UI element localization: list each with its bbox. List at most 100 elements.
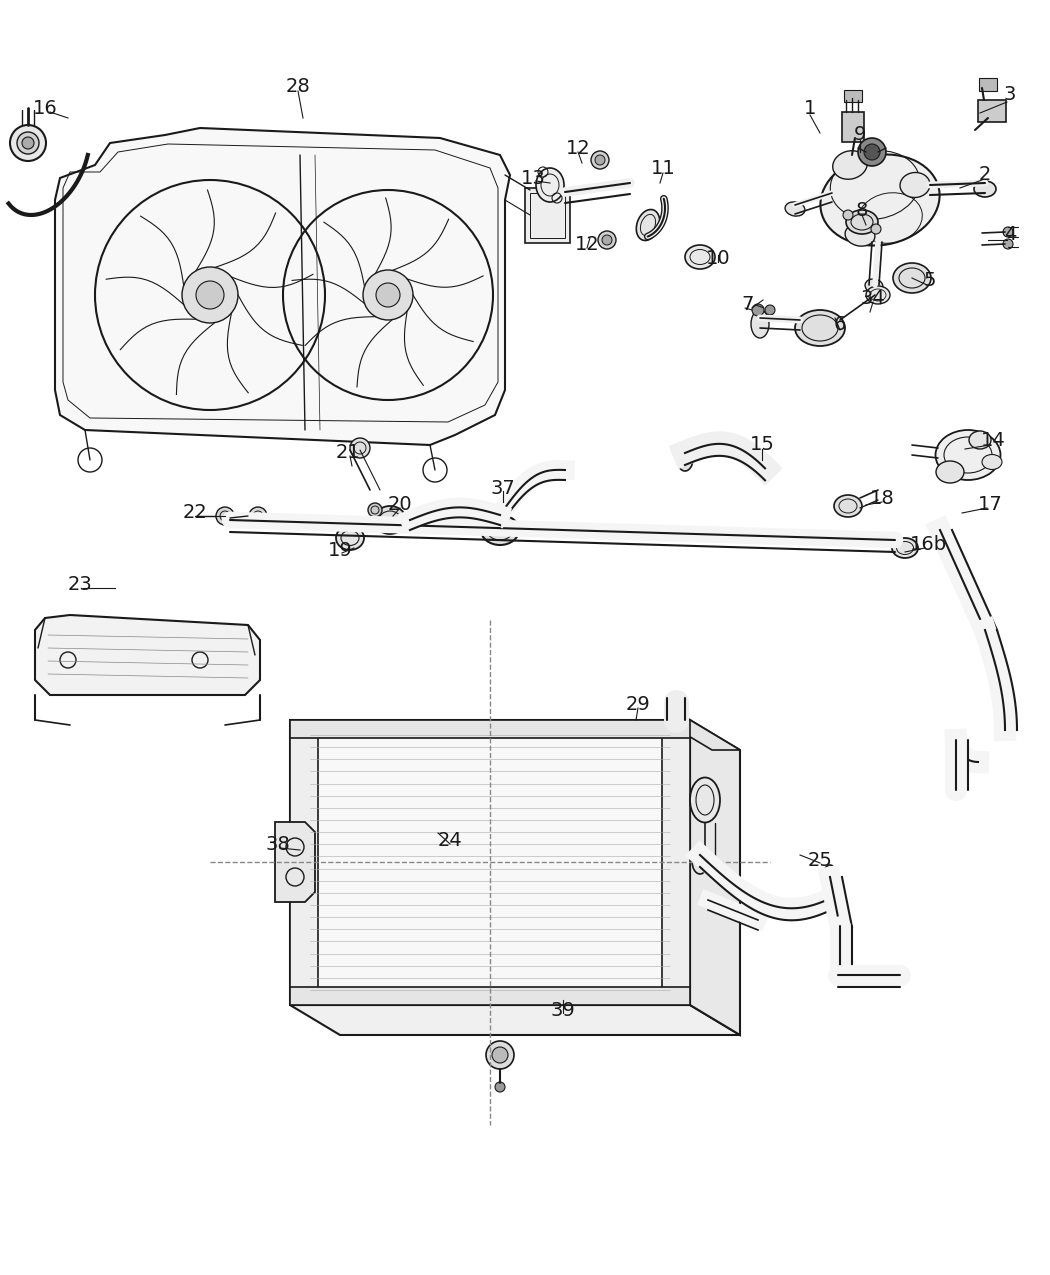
Ellipse shape: [690, 778, 720, 822]
Text: 22: 22: [183, 504, 208, 523]
Text: 37: 37: [490, 478, 516, 497]
Text: 29: 29: [626, 695, 650, 714]
Ellipse shape: [823, 864, 837, 889]
Text: 20: 20: [387, 496, 413, 515]
Text: 7: 7: [741, 296, 754, 315]
Circle shape: [858, 138, 886, 166]
Ellipse shape: [692, 848, 708, 873]
Bar: [978, 99, 1006, 122]
Circle shape: [595, 156, 605, 164]
Ellipse shape: [846, 210, 878, 235]
Text: 16: 16: [33, 98, 58, 117]
Text: 25: 25: [807, 850, 833, 870]
Circle shape: [486, 1040, 514, 1068]
Text: 6: 6: [834, 315, 846, 334]
Circle shape: [598, 231, 616, 249]
Text: 4: 4: [1004, 226, 1016, 245]
Bar: [525, 187, 570, 244]
Circle shape: [368, 504, 382, 516]
Text: 38: 38: [266, 835, 291, 854]
Ellipse shape: [892, 263, 931, 293]
Ellipse shape: [374, 506, 406, 534]
Ellipse shape: [982, 454, 1002, 469]
Bar: [290, 720, 318, 1005]
Text: 18: 18: [869, 488, 895, 507]
Text: 2: 2: [979, 166, 991, 185]
Polygon shape: [690, 720, 740, 1035]
Text: 17: 17: [978, 496, 1003, 515]
Circle shape: [1003, 227, 1013, 237]
Ellipse shape: [336, 527, 364, 550]
Text: 21: 21: [336, 444, 360, 463]
Ellipse shape: [834, 495, 862, 516]
Text: 5: 5: [924, 270, 937, 289]
Circle shape: [495, 1082, 505, 1091]
Circle shape: [363, 270, 413, 320]
Bar: [290, 720, 690, 1005]
Text: 39: 39: [550, 1001, 575, 1020]
Ellipse shape: [751, 310, 769, 338]
Circle shape: [765, 305, 775, 315]
Ellipse shape: [820, 154, 940, 246]
Text: 8: 8: [856, 200, 868, 219]
Text: 15: 15: [750, 436, 775, 454]
Ellipse shape: [866, 286, 890, 303]
Text: 3: 3: [1004, 85, 1016, 105]
Ellipse shape: [969, 431, 991, 449]
Ellipse shape: [936, 462, 964, 483]
Text: 10: 10: [706, 249, 731, 268]
Circle shape: [864, 144, 880, 159]
Text: 28: 28: [286, 78, 311, 97]
Bar: [979, 78, 997, 91]
Text: 19: 19: [328, 541, 353, 560]
Circle shape: [376, 283, 400, 307]
Circle shape: [249, 507, 267, 525]
Text: 34: 34: [861, 288, 885, 307]
Ellipse shape: [892, 538, 918, 558]
Circle shape: [196, 280, 224, 309]
Circle shape: [10, 125, 46, 161]
Circle shape: [350, 439, 370, 458]
Ellipse shape: [785, 201, 805, 215]
Ellipse shape: [677, 448, 693, 470]
Ellipse shape: [481, 515, 519, 544]
Circle shape: [602, 235, 612, 245]
Text: 12: 12: [574, 236, 600, 255]
Ellipse shape: [865, 279, 883, 293]
Text: 14: 14: [981, 431, 1006, 450]
Ellipse shape: [900, 172, 930, 198]
Text: 1: 1: [804, 98, 816, 117]
Polygon shape: [55, 128, 510, 445]
Text: 13: 13: [521, 168, 545, 187]
Circle shape: [216, 507, 234, 525]
Bar: [290, 987, 690, 1005]
Circle shape: [752, 303, 764, 316]
Text: 24: 24: [438, 830, 462, 849]
Ellipse shape: [636, 209, 659, 241]
Ellipse shape: [685, 245, 715, 269]
Ellipse shape: [536, 168, 564, 201]
Text: 12: 12: [566, 139, 590, 158]
Text: 23: 23: [67, 575, 92, 594]
Ellipse shape: [936, 430, 1001, 479]
Circle shape: [17, 133, 39, 154]
Polygon shape: [662, 720, 740, 750]
Circle shape: [843, 210, 853, 221]
Bar: [530, 193, 565, 238]
Polygon shape: [290, 1005, 740, 1035]
Circle shape: [492, 1047, 508, 1063]
Circle shape: [182, 266, 238, 323]
Text: 9: 9: [854, 125, 866, 144]
Ellipse shape: [974, 181, 996, 198]
Circle shape: [872, 224, 881, 235]
Circle shape: [22, 136, 34, 149]
Ellipse shape: [833, 150, 867, 180]
Bar: [844, 91, 862, 102]
Circle shape: [591, 150, 609, 170]
Bar: [662, 720, 690, 1005]
Ellipse shape: [758, 456, 772, 479]
Text: 11: 11: [651, 158, 675, 177]
Bar: [290, 720, 690, 738]
Polygon shape: [275, 822, 315, 901]
Circle shape: [1003, 238, 1013, 249]
